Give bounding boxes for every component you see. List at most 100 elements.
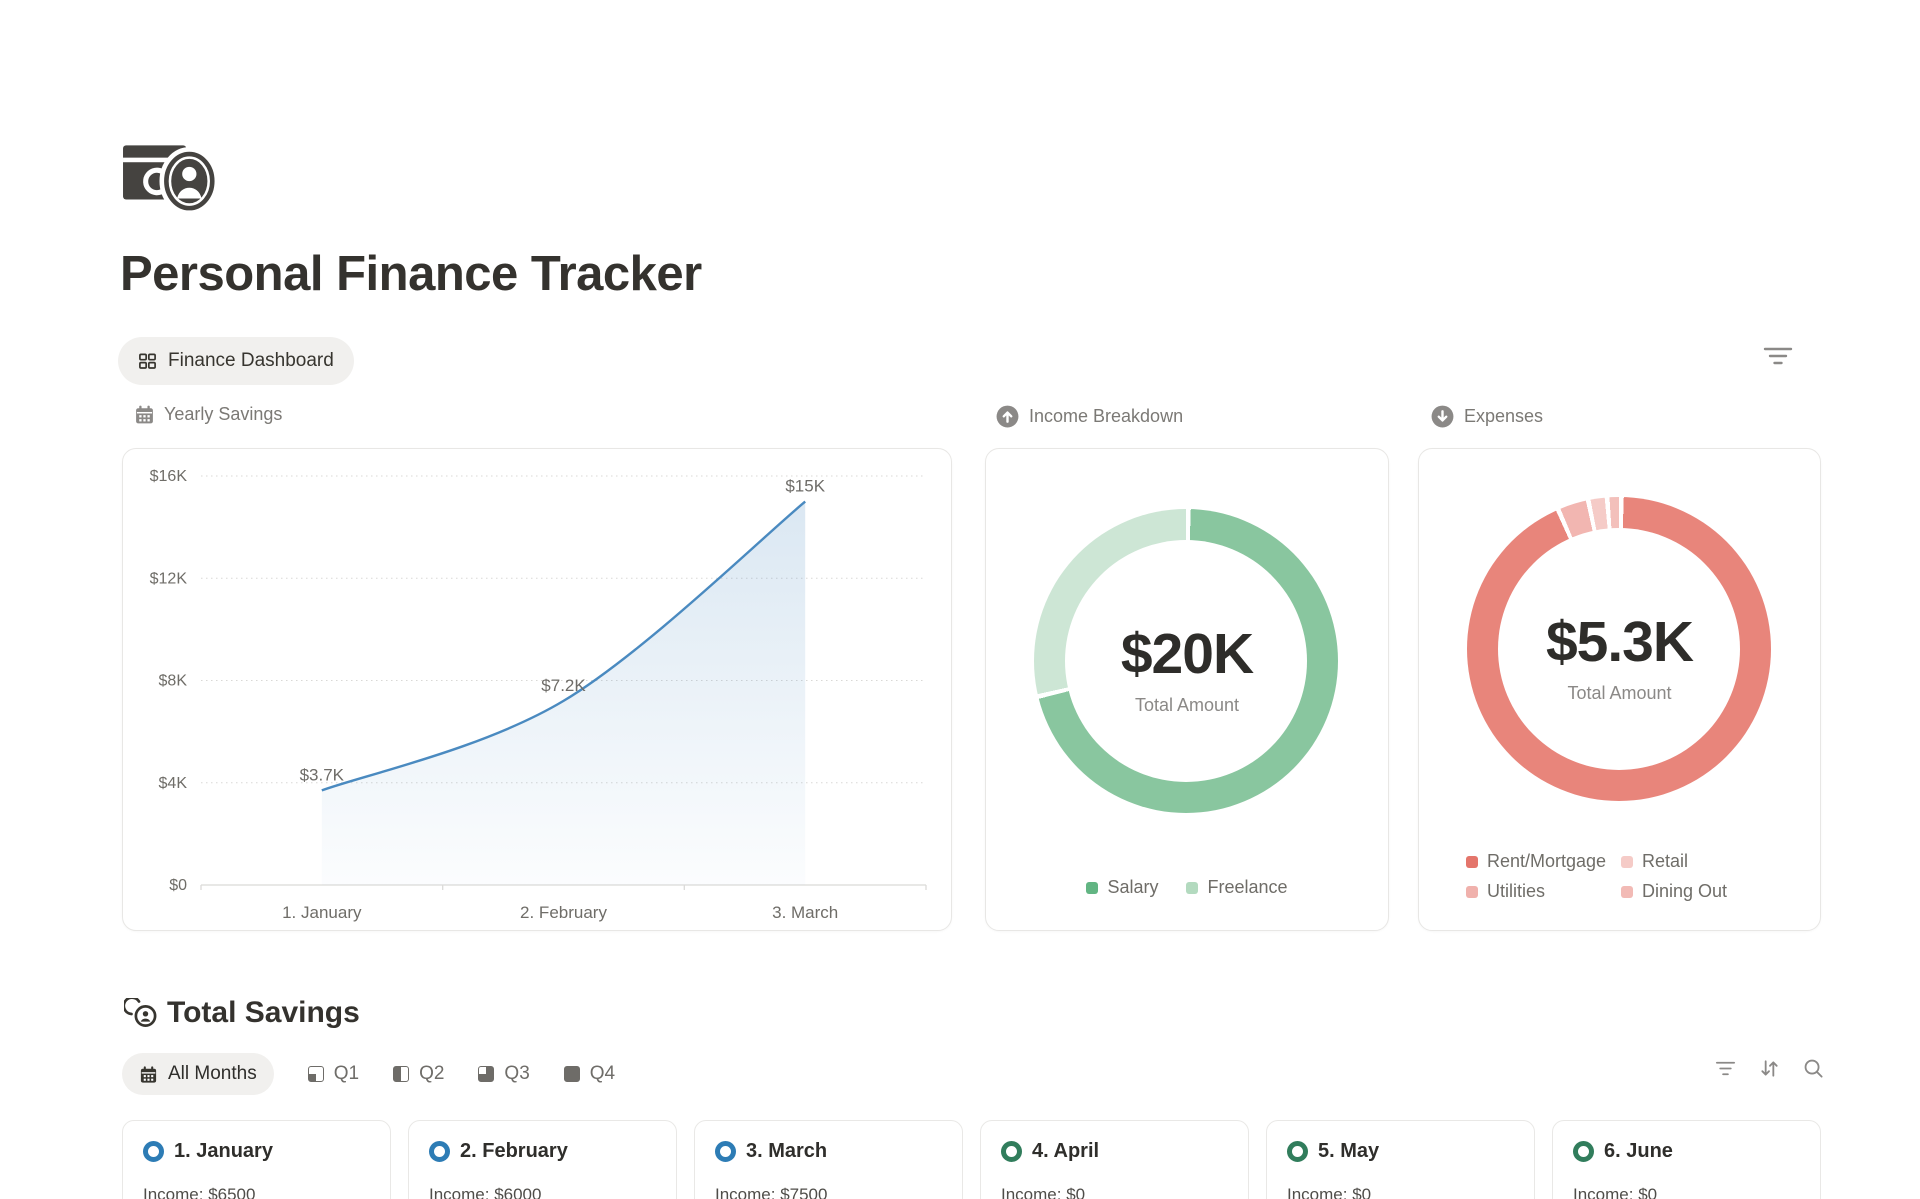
circle-arrow-up-icon	[995, 404, 1020, 429]
chart-label-expenses: Expenses	[1430, 404, 1543, 429]
month-title: 1. January	[174, 1140, 273, 1162]
calendar-icon	[139, 1065, 158, 1084]
month-income: Income: $7500	[715, 1185, 828, 1199]
month-card-january[interactable]: 1. January Income: $6500	[122, 1120, 391, 1199]
legend-label: Utilities	[1487, 881, 1546, 901]
expenses-chart-card: $5.3K Total Amount Rent/Mortgage Retail Ut…	[1418, 448, 1821, 931]
donut-ring-icon	[143, 1141, 164, 1162]
legend-item: Utilities	[1466, 881, 1621, 902]
filter-lines-icon[interactable]	[1762, 344, 1794, 373]
page-title: Personal Finance Tracker	[120, 247, 702, 301]
svg-text:1. January: 1. January	[282, 903, 362, 922]
month-income: Income: $6500	[143, 1185, 256, 1199]
chart-label-yearly-savings: Yearly Savings	[134, 404, 282, 425]
month-card-march[interactable]: 3. March Income: $7500	[694, 1120, 963, 1199]
income-total-label: Total Amount	[1134, 695, 1240, 715]
svg-text:3. March: 3. March	[772, 903, 838, 922]
legend-swatch	[1621, 885, 1633, 898]
month-income: Income: $6000	[429, 1185, 542, 1199]
svg-text:2. February: 2. February	[520, 903, 607, 922]
tab-label: Q4	[589, 1063, 616, 1084]
donut-ring-icon	[429, 1141, 450, 1162]
chart-title: Expenses	[1464, 406, 1544, 426]
tab-q3[interactable]: Q3	[478, 1063, 530, 1085]
tab-finance-dashboard[interactable]: Finance Dashboard	[118, 337, 354, 385]
month-title: 2. February	[460, 1140, 568, 1162]
legend-swatch	[1186, 881, 1199, 894]
chart-title: Yearly Savings	[164, 404, 283, 424]
donut-ring-icon	[1573, 1141, 1594, 1162]
total-savings-title: Total Savings	[167, 996, 360, 1029]
legend-item: Freelance	[1186, 877, 1288, 898]
quarter-3-icon	[478, 1066, 495, 1082]
tab-label: Q3	[504, 1063, 530, 1084]
months-filter-tabs: All Months Q1 Q2 Q3 Q4	[122, 1053, 615, 1095]
svg-text:$8K: $8K	[159, 673, 188, 690]
search-icon[interactable]	[1802, 1057, 1825, 1080]
tab-label: Q2	[419, 1063, 445, 1084]
donut-ring-icon	[1001, 1141, 1022, 1162]
expenses-donut-chart	[1467, 497, 1771, 801]
circle-arrow-down-icon	[1430, 404, 1455, 429]
donut-ring-icon	[715, 1141, 736, 1162]
legend-label: Salary	[1107, 877, 1159, 897]
legend-item: Rent/Mortgage	[1466, 851, 1621, 872]
expenses-total-label: Total Amount	[1567, 683, 1672, 703]
legend-swatch	[1621, 855, 1633, 868]
legend-item: Dining Out	[1621, 881, 1776, 902]
tab-q1[interactable]: Q1	[307, 1063, 359, 1085]
tab-all-months[interactable]: All Months	[122, 1053, 274, 1095]
legend-item: Salary	[1086, 877, 1158, 898]
expenses-total-value: $5.3K	[1545, 610, 1694, 674]
svg-text:$0: $0	[169, 877, 187, 894]
month-income: Income: $0	[1001, 1185, 1086, 1199]
svg-text:$16K: $16K	[150, 468, 188, 485]
month-title: 4. April	[1032, 1140, 1100, 1162]
svg-text:$3.7K: $3.7K	[300, 765, 345, 784]
yearly-savings-chart-card: $0 $4K $8K $12K $16K 1. January 2. February 3. …	[122, 448, 952, 931]
month-title: 5. May	[1318, 1140, 1380, 1162]
money-portrait-icon	[122, 138, 224, 216]
legend-swatch	[1466, 855, 1478, 868]
donut-ring-icon	[1287, 1141, 1308, 1162]
grid-icon	[138, 352, 157, 371]
month-card-february[interactable]: 2. February Income: $6000	[408, 1120, 677, 1199]
legend-swatch	[1466, 885, 1478, 898]
month-title: 3. March	[746, 1140, 828, 1162]
month-title: 6. June	[1604, 1140, 1673, 1162]
calendar-icon	[134, 404, 155, 425]
tab-label: All Months	[168, 1063, 257, 1084]
legend-swatch	[1086, 881, 1099, 894]
income-legend: Salary Freelance	[986, 877, 1388, 898]
view-tab-label: Finance Dashboard	[168, 350, 334, 371]
svg-text:$12K: $12K	[150, 570, 188, 587]
legend-item: Retail	[1621, 851, 1776, 872]
line-chart: $0 $4K $8K $12K $16K 1. January 2. February 3. …	[150, 468, 927, 922]
quarter-4-icon	[563, 1066, 580, 1082]
table-actions	[1714, 1057, 1825, 1080]
filter-lines-icon[interactable]	[1714, 1057, 1737, 1080]
month-card-may[interactable]: 5. May Income: $0	[1266, 1120, 1535, 1199]
income-total-value: $20K	[1120, 622, 1254, 686]
month-card-june[interactable]: 6. June Income: $0	[1552, 1120, 1821, 1199]
svg-text:$4K: $4K	[159, 775, 188, 792]
svg-text:$7.2K: $7.2K	[541, 676, 586, 695]
income-donut-chart	[1034, 509, 1338, 813]
sort-arrows-icon[interactable]	[1758, 1057, 1781, 1080]
chart-label-income-breakdown: Income Breakdown	[995, 404, 1183, 429]
tab-q2[interactable]: Q2	[393, 1063, 444, 1085]
legend-label: Dining Out	[1642, 881, 1728, 901]
total-savings-header: Total Savings	[124, 996, 360, 1030]
legend-label: Freelance	[1207, 877, 1288, 897]
month-card-april[interactable]: 4. April Income: $0	[980, 1120, 1249, 1199]
month-income: Income: $0	[1287, 1185, 1372, 1199]
income-breakdown-chart-card: $20K Total Amount Salary Freelance	[985, 448, 1389, 931]
tab-q4[interactable]: Q4	[563, 1063, 616, 1085]
svg-text:$15K: $15K	[785, 477, 825, 496]
chart-title: Income Breakdown	[1029, 406, 1184, 426]
quarter-1-icon	[307, 1066, 324, 1082]
legend-label: Retail	[1642, 851, 1689, 871]
legend-label: Rent/Mortgage	[1487, 851, 1607, 871]
coins-icon	[124, 998, 158, 1028]
